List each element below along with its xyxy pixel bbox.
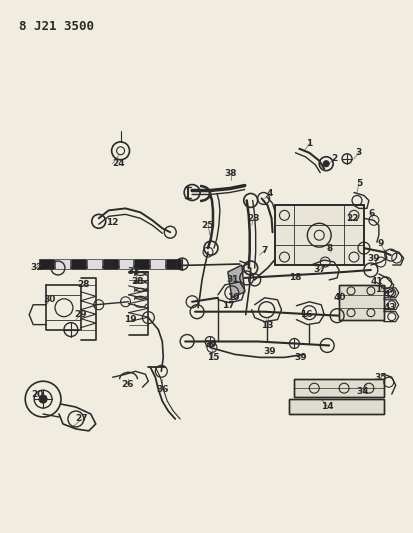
Bar (338, 285, 383, 320)
Bar (118, 259, 133, 269)
Text: 16: 16 (299, 310, 312, 319)
Text: 6: 6 (368, 209, 374, 218)
Text: 27: 27 (75, 415, 88, 424)
Text: 43: 43 (382, 303, 395, 312)
Bar (150, 259, 165, 269)
Text: 25: 25 (201, 221, 214, 230)
Text: 17: 17 (221, 301, 234, 310)
Bar (294, 379, 383, 397)
Bar (274, 205, 363, 265)
Text: 4: 4 (266, 189, 272, 198)
Text: 7: 7 (261, 246, 267, 255)
Bar (166, 259, 181, 269)
Text: 30: 30 (44, 295, 56, 304)
Text: 9: 9 (377, 239, 383, 248)
Text: 19: 19 (124, 315, 137, 324)
Text: 10: 10 (226, 293, 238, 302)
Text: 24: 24 (112, 159, 125, 168)
Text: 1: 1 (306, 139, 312, 148)
Text: 3: 3 (355, 148, 361, 157)
Bar (294, 379, 383, 397)
Circle shape (39, 395, 47, 403)
Text: 37: 37 (312, 265, 325, 274)
Bar (87, 259, 102, 269)
Polygon shape (227, 265, 244, 298)
Text: 15: 15 (206, 353, 218, 362)
Text: 13: 13 (261, 321, 273, 330)
Text: 20: 20 (31, 390, 43, 399)
Bar (338, 285, 383, 320)
Text: 12: 12 (106, 218, 119, 227)
Bar (274, 205, 363, 265)
Text: 39: 39 (293, 353, 306, 362)
Text: 2: 2 (330, 154, 337, 163)
Text: 39: 39 (204, 340, 217, 349)
Bar (102, 259, 117, 269)
Text: 18: 18 (288, 273, 301, 282)
Text: 23: 23 (247, 214, 259, 223)
Text: 31: 31 (226, 276, 238, 285)
Bar (55, 259, 70, 269)
Text: 22: 22 (345, 214, 357, 223)
Text: 14: 14 (320, 401, 333, 410)
Text: 8: 8 (325, 244, 332, 253)
Text: 26: 26 (121, 379, 133, 389)
Text: 29: 29 (74, 310, 87, 319)
Text: 11: 11 (374, 285, 386, 294)
Text: 39: 39 (367, 254, 379, 263)
Text: 34: 34 (356, 386, 368, 395)
Bar (289, 399, 383, 414)
Text: 35: 35 (374, 373, 386, 382)
Text: 32: 32 (30, 263, 42, 272)
Text: 8 J21 3500: 8 J21 3500 (19, 20, 94, 33)
Text: 5: 5 (355, 179, 361, 188)
Text: 28: 28 (77, 280, 90, 289)
Text: 42: 42 (382, 290, 395, 300)
Bar (134, 259, 149, 269)
Text: 41: 41 (370, 277, 382, 286)
Bar (71, 259, 85, 269)
Text: 38: 38 (224, 169, 237, 178)
Text: 21: 21 (102, 261, 115, 270)
Circle shape (323, 161, 328, 167)
Text: 33: 33 (127, 268, 140, 277)
Bar (39, 259, 54, 269)
Text: 39: 39 (263, 347, 275, 356)
Bar (289, 399, 383, 414)
Text: 28: 28 (131, 277, 143, 286)
Text: 36: 36 (156, 385, 168, 394)
Text: 40: 40 (333, 293, 346, 302)
